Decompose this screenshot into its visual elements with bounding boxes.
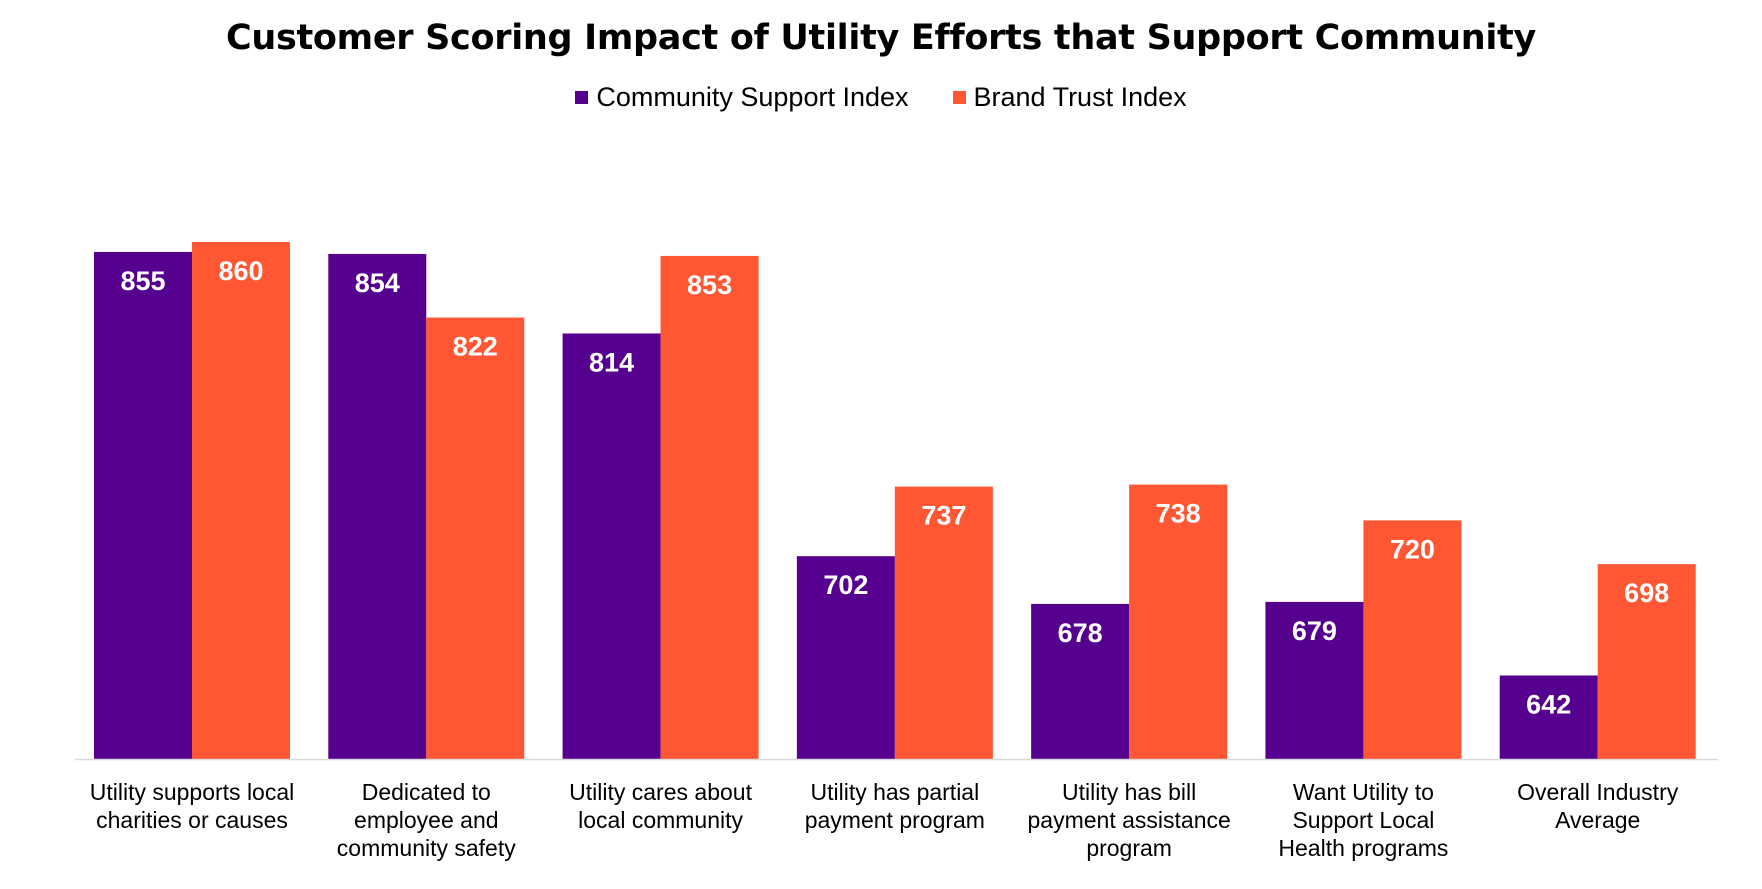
data-label-community-support-6: 642	[1526, 689, 1571, 719]
category-label-1: Dedicated to employee and community safety	[337, 779, 516, 861]
legend-item-brand-trust: Brand Trust Index	[952, 82, 1187, 113]
data-label-brand-trust-1: 822	[453, 332, 498, 362]
category-label-6: Overall Industry Average	[1517, 779, 1679, 833]
bar-community-support-1	[328, 253, 427, 759]
category-label-3: Utility has partial payment program	[805, 779, 985, 833]
bar-brand-trust-5	[1363, 520, 1462, 759]
category-label-2: Utility cares about local community	[569, 779, 752, 833]
data-label-brand-trust-5: 720	[1390, 534, 1435, 564]
legend-swatch-brand-trust	[952, 91, 966, 104]
bar-brand-trust-3	[894, 486, 993, 759]
bar-community-support-4	[1031, 603, 1130, 759]
data-label-brand-trust-0: 860	[218, 256, 263, 286]
data-label-brand-trust-2: 853	[687, 270, 732, 300]
bar-brand-trust-6	[1597, 564, 1696, 759]
bar-community-support-0	[94, 251, 192, 759]
bar-brand-trust-0	[192, 242, 290, 759]
data-label-community-support-5: 679	[1292, 616, 1337, 646]
category-label-5: Want Utility to Support Local Health progr…	[1278, 779, 1448, 861]
bar-brand-trust-1	[426, 317, 525, 759]
legend-swatch-community-support	[575, 91, 589, 104]
data-label-community-support-4: 678	[1058, 618, 1103, 648]
bar-community-support-3	[796, 556, 895, 759]
data-label-community-support-2: 814	[589, 347, 634, 377]
data-label-brand-trust-4: 738	[1156, 499, 1201, 529]
legend: Community Support Index Brand Trust Inde…	[0, 82, 1762, 113]
category-label-0: Utility supports local charities or cause…	[90, 779, 295, 833]
legend-label-community-support: Community Support Index	[596, 82, 909, 112]
bar-community-support-5	[1265, 601, 1364, 759]
data-label-community-support-0: 855	[120, 266, 165, 296]
legend-label-brand-trust: Brand Trust Index	[973, 82, 1187, 112]
legend-item-community-support: Community Support Index	[575, 82, 909, 113]
data-label-community-support-3: 702	[823, 570, 868, 600]
data-label-brand-trust-3: 737	[921, 501, 966, 531]
bar-brand-trust-4	[1129, 484, 1228, 759]
data-label-brand-trust-6: 698	[1624, 578, 1669, 608]
chart-title: Customer Scoring Impact of Utility Effor…	[225, 18, 1537, 58]
bar-community-support-2	[562, 333, 661, 759]
category-label-4: Utility has bill payment assistance progra…	[1028, 779, 1231, 861]
data-label-community-support-1: 854	[355, 268, 400, 298]
bar-brand-trust-2	[660, 255, 759, 759]
bar-community-support-6	[1499, 675, 1598, 759]
